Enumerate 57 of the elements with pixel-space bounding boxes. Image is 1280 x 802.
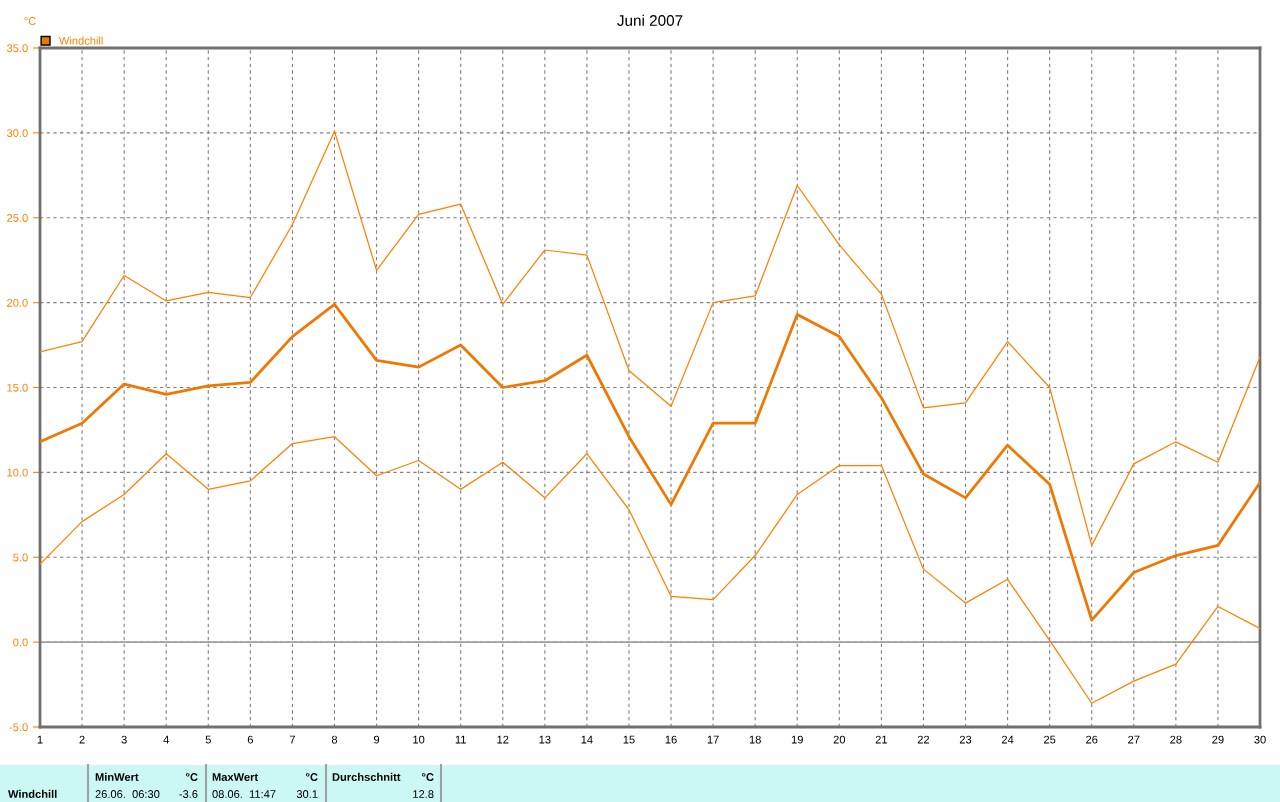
text: °C: [422, 773, 434, 781]
x-tick-label: 14: [581, 735, 593, 744]
text: MaxWert: [212, 773, 258, 781]
y-tick-label: 0.0: [13, 638, 28, 647]
x-tick-label: 11: [455, 735, 466, 744]
y-tick-label: 5.0: [13, 553, 28, 562]
text: °C: [186, 773, 198, 781]
x-tick-label: 12: [497, 735, 509, 744]
y-tick-label: 20.0: [7, 298, 28, 307]
y-tick-label: 25.0: [7, 214, 28, 222]
y-tick-label: 30.0: [6, 129, 28, 138]
x-tick-label: 8: [331, 735, 338, 744]
x-tick-label: 25: [1044, 735, 1056, 744]
x-tick-label: 1: [37, 735, 43, 744]
x-tick-label: 9: [373, 735, 380, 744]
text: 08.06. 11:47: [212, 790, 276, 798]
x-tick-label: 15: [623, 735, 635, 744]
y-tick-label: 15.0: [7, 383, 28, 392]
line-series: [40, 130, 1260, 546]
text: 30.1: [296, 790, 318, 798]
text: 12.8: [413, 790, 434, 798]
x-tick-label: 29: [1212, 735, 1224, 744]
x-tick-label: 28: [1170, 735, 1182, 744]
x-tick-label: 23: [959, 735, 972, 744]
y-tick-label: -5.0: [9, 723, 28, 732]
x-tick-label: 20: [833, 735, 846, 744]
chart-title: Juni 2007: [617, 14, 683, 26]
x-tick-label: 10: [413, 735, 425, 744]
x-tick-label: 19: [791, 735, 803, 744]
line-series: [40, 302, 1260, 622]
x-tick-label: 30: [1254, 735, 1266, 744]
x-tick-label: 24: [1001, 735, 1014, 744]
text: Durchschnitt: [332, 772, 401, 781]
legend-label: Windchill: [58, 36, 103, 45]
x-tick-label: 5: [205, 735, 211, 744]
x-tick-label: 18: [749, 735, 761, 744]
y-tick-label: 10.0: [7, 468, 28, 477]
x-tick-label: 22: [917, 735, 930, 744]
text: 26.06. 06:30: [95, 790, 160, 798]
x-tick-label: 3: [121, 735, 127, 744]
x-tick-label: 13: [539, 735, 551, 744]
line-series: [40, 436, 1260, 704]
x-tick-label: 21: [875, 735, 888, 744]
x-tick-label: 17: [707, 735, 719, 744]
x-tick-label: 4: [163, 735, 169, 744]
x-tick-label: 26: [1086, 735, 1098, 744]
x-tick-label: 2: [79, 735, 85, 744]
x-tick-label: 16: [665, 735, 677, 744]
x-tick-label: 27: [1128, 735, 1140, 744]
y-tick-label: 35.0: [6, 44, 28, 53]
x-tick-label: 6: [247, 735, 253, 744]
text: °C: [306, 773, 318, 781]
y-axis-title: °C: [24, 17, 36, 25]
text: Windchill: [8, 789, 57, 798]
x-tick-label: 7: [289, 735, 295, 744]
text: -3.6: [179, 790, 198, 798]
text: MinWert: [95, 772, 139, 781]
